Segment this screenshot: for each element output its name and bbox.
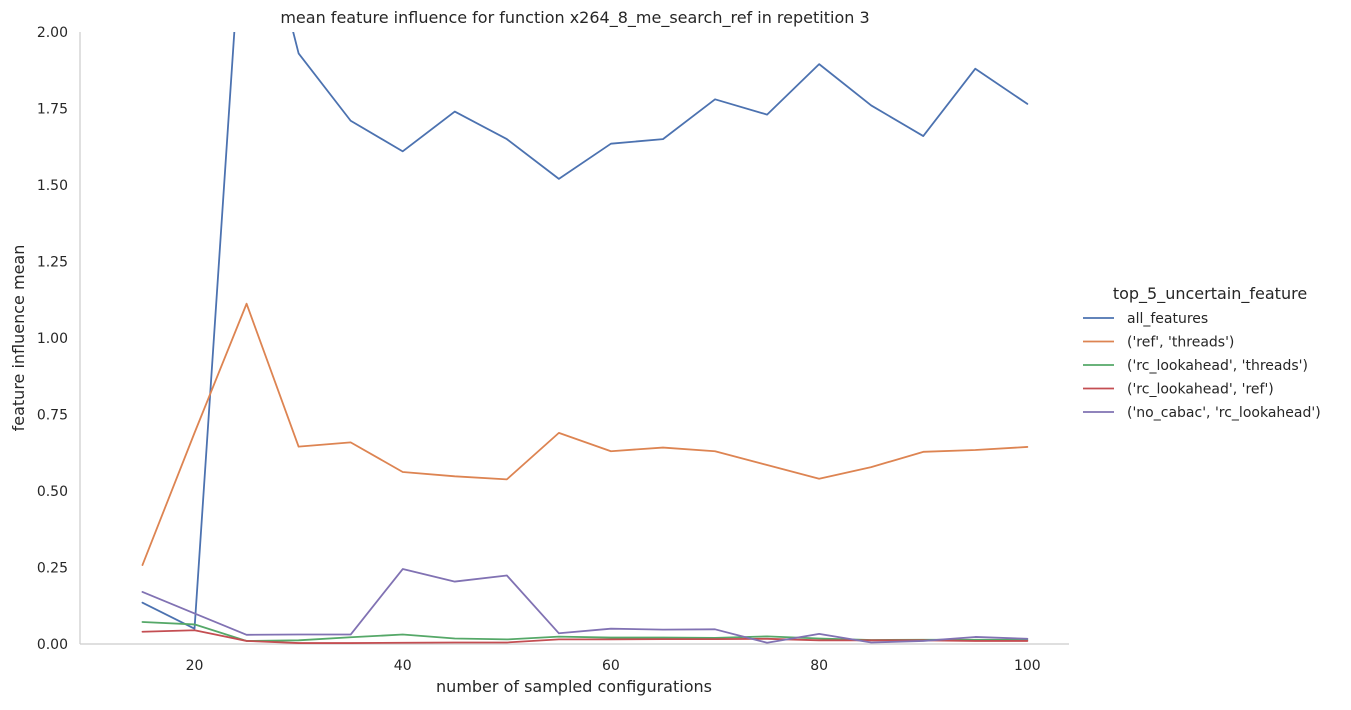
legend: top_5_uncertain_feature all_features ('re… (1083, 284, 1321, 421)
y-tick-label: 1.50 (37, 178, 68, 194)
series-line-1 (141, 302, 1029, 566)
x-tick-label: 100 (1014, 658, 1041, 674)
chart-title: mean feature influence for function x264… (280, 8, 869, 28)
x-tick-label: 80 (810, 658, 828, 674)
y-tick-label: 0.50 (37, 484, 68, 500)
series-lines (141, 32, 1029, 644)
y-axis-ticks: 0.00 0.25 0.50 0.75 1.00 1.25 1.50 1.75 2.00 (37, 25, 68, 653)
y-tick-label: 0.25 (37, 561, 68, 577)
y-tick-label: 1.00 (37, 331, 68, 347)
legend-title: top_5_uncertain_feature (1113, 284, 1307, 304)
legend-label: all_features (1127, 311, 1208, 327)
legend-label: ('rc_lookahead', 'threads') (1127, 358, 1308, 374)
x-axis-label: number of sampled configurations (436, 677, 712, 696)
y-tick-label: 1.75 (37, 102, 68, 118)
x-axis-ticks: 20 40 60 80 100 (186, 658, 1041, 674)
series-line-3 (141, 629, 1029, 644)
legend-items: all_features ('ref', 'threads') ('rc_looka… (1083, 311, 1321, 421)
legend-label: ('rc_lookahead', 'ref') (1127, 382, 1274, 398)
legend-label: ('no_cabac', 'rc_lookahead') (1127, 405, 1321, 421)
x-tick-label: 20 (186, 658, 204, 674)
y-tick-label: 1.25 (37, 255, 68, 271)
series-line-4 (141, 568, 1029, 644)
y-tick-label: 0.75 (37, 408, 68, 424)
y-tick-label: 2.00 (37, 25, 68, 41)
legend-label: ('ref', 'threads') (1127, 335, 1234, 351)
x-tick-label: 60 (602, 658, 620, 674)
y-axis-label: feature influence mean (9, 245, 28, 432)
axes (79, 32, 1069, 645)
y-tick-label: 0.00 (37, 637, 68, 653)
x-tick-label: 40 (394, 658, 412, 674)
series-line-0 (141, 32, 1029, 630)
